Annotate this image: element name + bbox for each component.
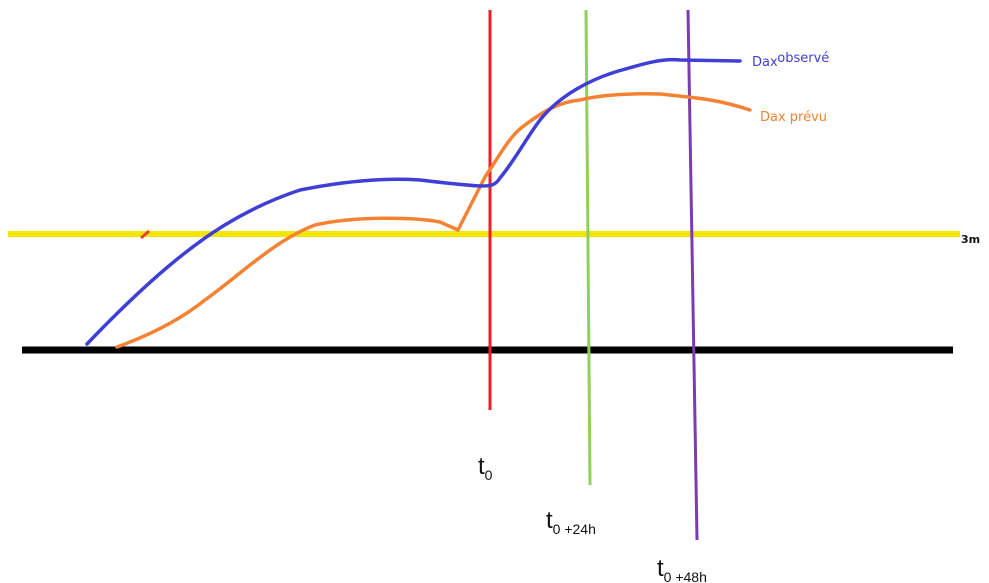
- t0-plus-48h-label-base: t: [657, 555, 664, 582]
- observed-label-main: Dax: [752, 55, 778, 70]
- t0-label: t0: [478, 453, 493, 483]
- threshold-label: 3m: [961, 233, 980, 246]
- forecast-label: Dax prévu: [760, 110, 827, 125]
- t0-plus-24h-label: t0 +24h: [546, 507, 596, 537]
- forecast-curve: [115, 92, 752, 349]
- observed-label: Daxobservé: [752, 51, 829, 70]
- t0-plus-48h-marker-line: [686, 9, 699, 541]
- t0-label-sub: 0: [485, 467, 493, 483]
- t0-plus-24h-marker-line: [584, 9, 592, 486]
- t0-plus-24h-label-sub: 0 +24h: [553, 521, 596, 537]
- observed-curve: [85, 57, 742, 346]
- observed-label-super: observé: [777, 51, 829, 66]
- t0-plus-48h-label: t0 +48h: [657, 555, 707, 583]
- t0-label-base: t: [478, 453, 485, 480]
- stray-red-mark: [140, 229, 150, 240]
- t0-plus-24h-label-base: t: [546, 507, 553, 534]
- t0-plus-48h-label-sub: 0 +48h: [664, 569, 707, 583]
